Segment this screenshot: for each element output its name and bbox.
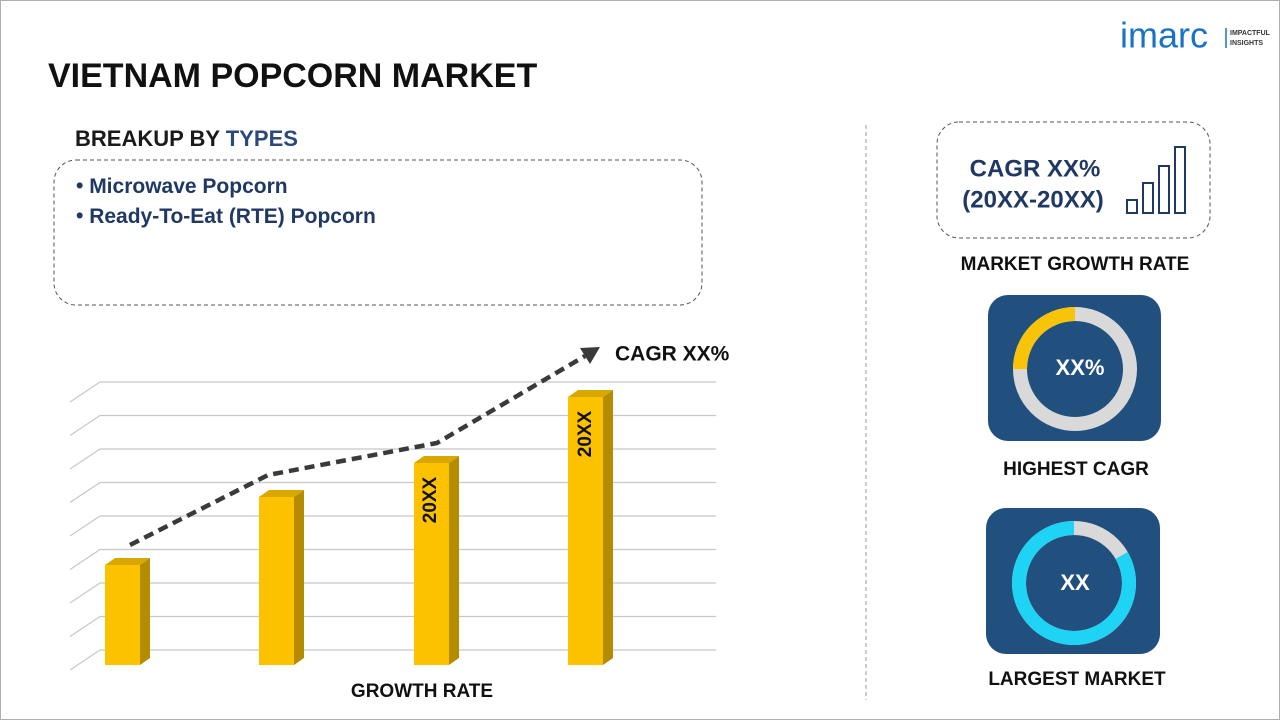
page-title: VIETNAM POPCORN MARKET bbox=[48, 57, 537, 95]
logo-tagline: IMPACTFUL bbox=[1230, 30, 1271, 37]
grid-line bbox=[69, 548, 716, 570]
donut-arc bbox=[1013, 307, 1076, 370]
largest-market-value: XX bbox=[1060, 570, 1090, 595]
breakup-item: • Microwave Popcorn bbox=[76, 175, 288, 198]
grid-line bbox=[69, 615, 716, 637]
chart-grid bbox=[69, 381, 716, 671]
cagr-text: CAGR XX% bbox=[970, 155, 1101, 182]
chart-bars: 20XX 20XX bbox=[105, 390, 613, 665]
trend-label: CAGR XX% bbox=[615, 343, 730, 366]
bar-front bbox=[414, 463, 449, 665]
cagr-box bbox=[936, 121, 1211, 239]
bar-front bbox=[105, 565, 140, 665]
breakup-item-text: Ready-To-Eat (RTE) Popcorn bbox=[89, 205, 376, 228]
bar-side bbox=[140, 558, 150, 665]
trend-arrowhead bbox=[580, 347, 600, 364]
breakup-label: BREAKUP BY TYPES bbox=[75, 126, 298, 151]
breakup-label-text: BREAKUP BY bbox=[75, 126, 220, 151]
grid-line bbox=[69, 649, 716, 671]
bar-label: 20XX bbox=[575, 410, 596, 457]
grid-line bbox=[69, 582, 716, 604]
breakup-box bbox=[53, 159, 703, 306]
highest-cagr-caption: HIGHEST CAGR bbox=[1003, 459, 1149, 480]
bar-top bbox=[568, 390, 613, 397]
cagr-period: (20XX-20XX) bbox=[962, 186, 1103, 213]
grid-line bbox=[69, 515, 716, 537]
bar-top bbox=[105, 558, 150, 565]
highest-cagr-value: XX% bbox=[1056, 355, 1105, 380]
cagr-caption: MARKET GROWTH RATE bbox=[961, 254, 1190, 275]
bar-side bbox=[294, 490, 304, 665]
bar-side bbox=[603, 390, 613, 665]
bar-label: 20XX bbox=[420, 476, 441, 523]
grid-line bbox=[69, 448, 716, 470]
logo-tagline: INSIGHTS bbox=[1230, 40, 1263, 47]
bar-side bbox=[449, 456, 459, 665]
breakup-highlight: TYPES bbox=[226, 126, 298, 151]
breakup-item-text: Microwave Popcorn bbox=[89, 175, 287, 198]
largest-market-caption: LARGEST MARKET bbox=[988, 669, 1166, 690]
growth-icon bbox=[1126, 146, 1186, 214]
trend-line bbox=[128, 354, 587, 548]
grid-line bbox=[69, 414, 716, 436]
grid-line bbox=[69, 381, 716, 403]
bar-front bbox=[259, 497, 294, 665]
bar-top bbox=[414, 456, 459, 463]
donut-arc bbox=[1011, 521, 1136, 645]
logo-brand: imarc bbox=[1120, 15, 1208, 56]
bar-front bbox=[568, 397, 603, 665]
breakup-item: • Ready-To-Eat (RTE) Popcorn bbox=[76, 205, 376, 228]
grid-line bbox=[69, 481, 716, 503]
axis-label: GROWTH RATE bbox=[351, 681, 493, 702]
bar-top bbox=[259, 490, 304, 497]
